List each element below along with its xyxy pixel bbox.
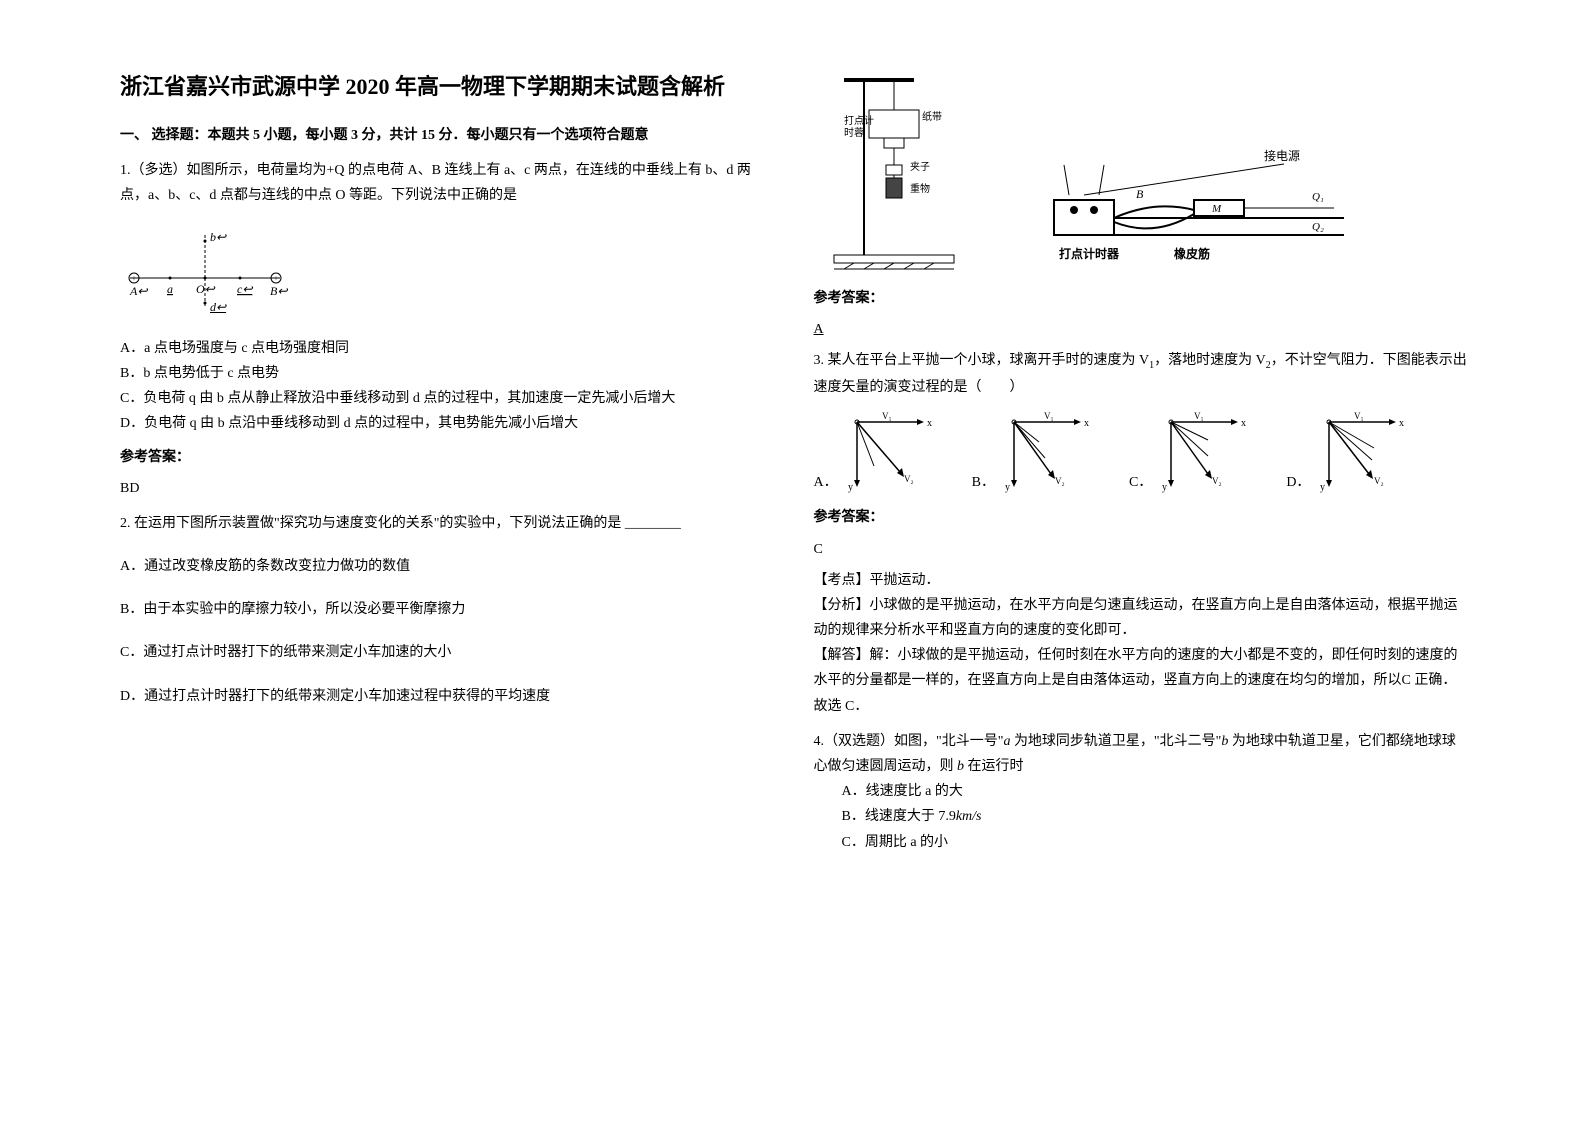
apparatus-stand-icon: 打点计 时蓉 纸带 夹子 重物 (814, 70, 984, 270)
svg-text:x: x (1399, 418, 1404, 429)
q3-analysis: 【分析】小球做的是平抛运动，在水平方向是匀速直线运动，在竖直方向上是自由落体运动… (814, 593, 1468, 643)
svg-text:V₁: V₁ (882, 411, 892, 421)
q1-optC: C．负电荷 q 由 b 点从静止释放沿中垂线移动到 d 点的过程中，其加速度一定… (120, 386, 774, 411)
q3-labelD: D． (1286, 470, 1310, 495)
q3-answer: C (814, 537, 1468, 562)
q2-answer-label: 参考答案： (814, 286, 1468, 311)
svg-text:b↩: b↩ (210, 230, 227, 244)
q1-optD: D．负电荷 q 由 b 点沿中垂线移动到 d 点的过程中，其电势能先减小后增大 (120, 411, 774, 436)
svg-text:c↩: c↩ (237, 282, 253, 296)
svg-text:橡皮筋: 橡皮筋 (1174, 246, 1210, 261)
svg-text:接电源: 接电源 (1264, 148, 1300, 163)
svg-text:+: + (132, 274, 137, 283)
svg-text:x: x (927, 418, 932, 429)
q1-answer-label: 参考答案： (120, 445, 774, 470)
doc-title: 浙江省嘉兴市武源中学 2020 年高一物理下学期期末试题含解析 (120, 70, 774, 103)
svg-text:x: x (1241, 418, 1246, 429)
svg-text:打点计时器: 打点计时器 (1059, 246, 1120, 261)
svg-text:a: a (167, 282, 173, 296)
svg-text:d↩: d↩ (210, 300, 227, 313)
q2-optC: C．通过打点计时器打下的纸带来测定小车加速的大小 (120, 640, 774, 665)
q1-optB: B．b 点电势低于 c 点电势 (120, 361, 774, 386)
svg-text:V₂: V₂ (1212, 476, 1222, 486)
q2-diagram: 打点计 时蓉 纸带 夹子 重物 M B Q₁ Q₂ 接电源 打点计时器 (814, 70, 1468, 270)
svg-text:y: y (1320, 482, 1325, 493)
svg-text:V₁: V₁ (1354, 411, 1364, 421)
svg-text:夹子: 夹子 (910, 160, 930, 173)
svg-text:纸带: 纸带 (922, 110, 942, 123)
svg-text:V₂: V₂ (1374, 476, 1384, 486)
svg-text:O↩: O↩ (196, 282, 216, 296)
q3-labelA: A． (814, 470, 838, 495)
section1-heading: 一、 选择题：本题共 5 小题，每小题 3 分，共计 15 分．每小题只有一个选… (120, 123, 774, 148)
q1-diagram: + + A↩ a O↩ c↩ B↩ b↩ d↩ (120, 223, 774, 322)
svg-text:V₂: V₂ (904, 474, 914, 484)
q1-stem: 1.（多选）如图所示，电荷量均为+Q 的点电荷 A、B 连线上有 a、c 两点，… (120, 158, 774, 208)
left-column: 浙江省嘉兴市武源中学 2020 年高一物理下学期期末试题含解析 一、 选择题：本… (100, 70, 794, 1082)
svg-text:B↩: B↩ (270, 284, 288, 298)
q3-labelB: B． (972, 470, 995, 495)
question-2: 2. 在运用下图所示装置做"探究功与速度变化的关系"的实验中，下列说法正确的是 … (120, 511, 774, 709)
svg-text:Q₂: Q₂ (1312, 221, 1324, 233)
q4-optC: C．周期比 a 的小 (814, 830, 1468, 855)
svg-text:V₁: V₁ (1044, 411, 1054, 421)
q3-point: 【考点】平抛运动． (814, 568, 1468, 593)
svg-text:y: y (1005, 482, 1010, 493)
svg-text:A↩: A↩ (129, 284, 148, 298)
svg-text:B: B (1136, 187, 1144, 201)
q4-stem: 4.（双选题）如图，"北斗一号"a 为地球同步轨道卫星，"北斗二号"b 为地球中… (814, 729, 1468, 779)
q3-options-diagram: A． x V₁ y V₂ B． (814, 410, 1468, 495)
svg-text:重物: 重物 (910, 182, 930, 195)
svg-text:+: + (274, 274, 279, 283)
svg-text:x: x (1084, 418, 1089, 429)
q4-optA: A．线速度比 a 的大 (814, 779, 1468, 804)
question-1: 1.（多选）如图所示，电荷量均为+Q 的点电荷 A、B 连线上有 a、c 两点，… (120, 158, 774, 501)
svg-text:y: y (1162, 482, 1167, 493)
svg-text:V₁: V₁ (1194, 411, 1204, 421)
q4-optB: B．线速度大于 7.9km/s (814, 804, 1468, 829)
q3-conclusion: 故选 C． (814, 694, 1468, 719)
svg-text:时蓉: 时蓉 (844, 126, 864, 139)
q2-answer: A (814, 317, 1468, 342)
svg-text:Q₁: Q₁ (1312, 191, 1324, 203)
q3-answer-label: 参考答案： (814, 505, 1468, 530)
q2-optB: B．由于本实验中的摩擦力较小，所以没必要平衡摩擦力 (120, 597, 774, 622)
q1-answer: BD (120, 476, 774, 501)
q2-optD: D．通过打点计时器打下的纸带来测定小车加速过程中获得的平均速度 (120, 684, 774, 709)
question-3: 3. 某人在平台上平抛一个小球，球离开手时的速度为 V1，落地时速度为 V2，不… (814, 348, 1468, 718)
question-4: 4.（双选题）如图，"北斗一号"a 为地球同步轨道卫星，"北斗二号"b 为地球中… (814, 729, 1468, 855)
svg-text:打点计: 打点计 (844, 114, 874, 127)
svg-text:y: y (848, 482, 853, 493)
q3-stem: 3. 某人在平台上平抛一个小球，球离开手时的速度为 V1，落地时速度为 V2，不… (814, 348, 1468, 400)
right-column: 打点计 时蓉 纸带 夹子 重物 M B Q₁ Q₂ 接电源 打点计时器 (794, 70, 1488, 1082)
q1-optA: A．a 点电场强度与 c 点电场强度相同 (120, 336, 774, 361)
svg-text:V₂: V₂ (1055, 476, 1065, 486)
q3-labelC: C． (1129, 470, 1152, 495)
q2-stem: 2. 在运用下图所示装置做"探究功与速度变化的关系"的实验中，下列说法正确的是 … (120, 511, 774, 536)
q3-solution: 【解答】解：小球做的是平抛运动，任何时刻在水平方向的速度的大小都是不变的，即任何… (814, 643, 1468, 693)
svg-text:M: M (1211, 203, 1222, 215)
q2-optA: A．通过改变橡皮筋的条数改变拉力做功的数值 (120, 554, 774, 579)
apparatus-track-icon: M B Q₁ Q₂ 接电源 打点计时器 橡皮筋 (1044, 140, 1364, 270)
